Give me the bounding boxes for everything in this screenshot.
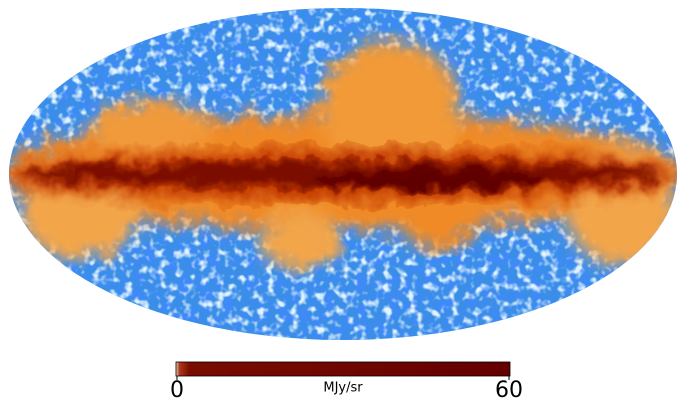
- colorbar-tick-label: 60: [495, 378, 523, 403]
- sky-map: [9, 8, 677, 340]
- colorbar-tick-label: 0: [170, 378, 184, 403]
- colorbar: [175, 361, 511, 377]
- colorbar-unit: MJy/sr: [323, 381, 363, 396]
